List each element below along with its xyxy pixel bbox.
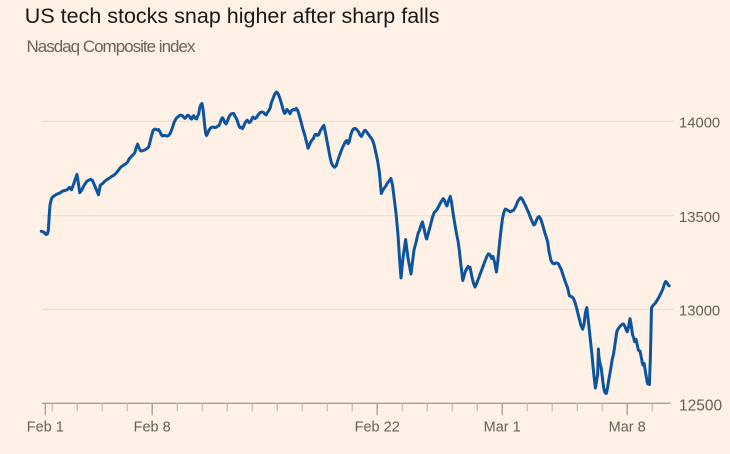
svg-text:Feb 8: Feb 8 <box>134 420 171 436</box>
svg-text:13000: 13000 <box>679 304 720 320</box>
svg-text:14000: 14000 <box>679 116 720 132</box>
svg-text:Feb 22: Feb 22 <box>355 420 400 436</box>
svg-text:Mar 8: Mar 8 <box>609 420 646 436</box>
svg-text:Feb 1: Feb 1 <box>27 420 64 436</box>
svg-text:12500: 12500 <box>679 397 722 414</box>
svg-text:13500: 13500 <box>679 210 720 226</box>
svg-text:Mar 1: Mar 1 <box>484 420 521 436</box>
